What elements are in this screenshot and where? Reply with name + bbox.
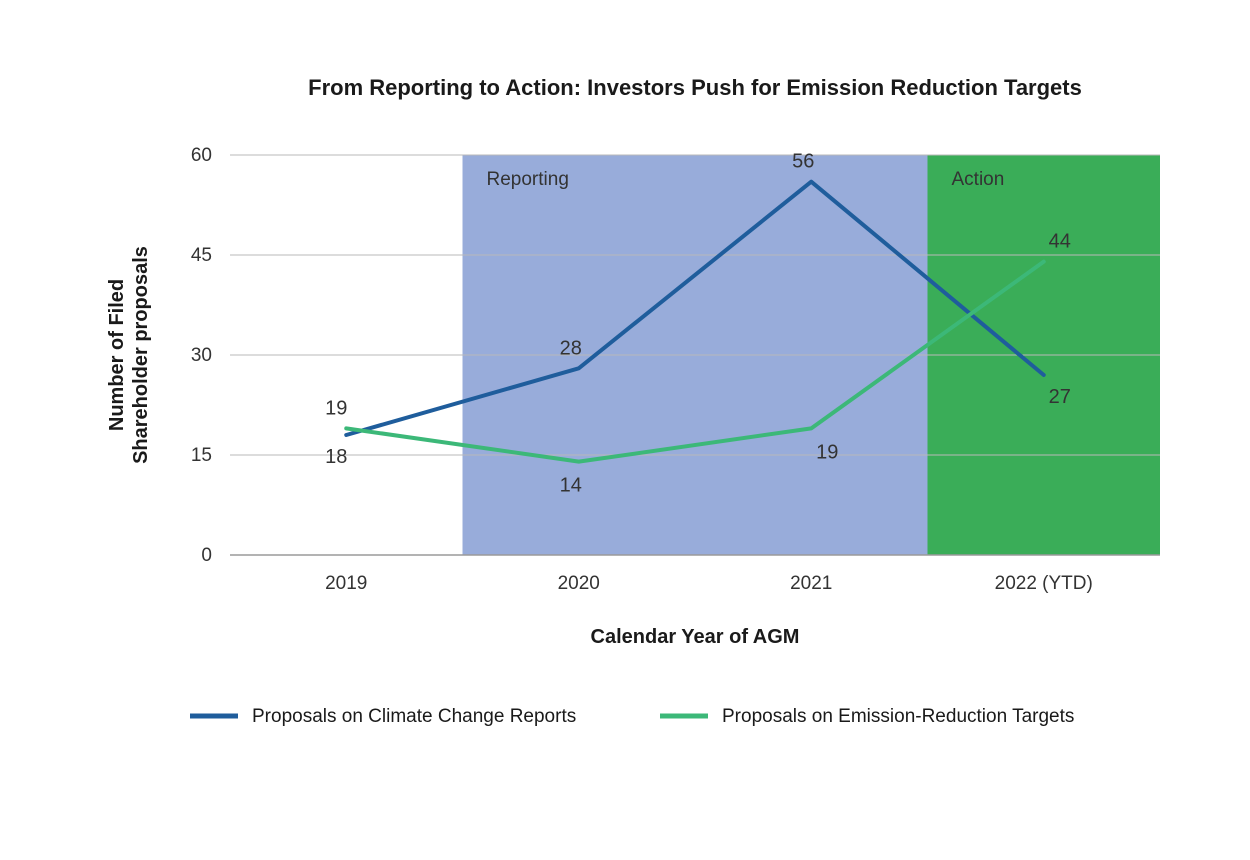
x-tick-label: 2020 xyxy=(558,573,600,594)
y-tick-label: 15 xyxy=(191,445,212,466)
data-label: 27 xyxy=(1049,386,1071,408)
data-label: 18 xyxy=(325,446,347,468)
data-label: 28 xyxy=(560,337,582,359)
x-axis-label: Calendar Year of AGM xyxy=(591,626,800,648)
legend-label-emission-targets: Proposals on Emission-Reduction Targets xyxy=(722,706,1074,727)
y-tick-label: 30 xyxy=(191,345,212,366)
chart-title: From Reporting to Action: Investors Push… xyxy=(308,75,1082,100)
x-tick-label: 2021 xyxy=(790,573,832,594)
region-label-action: Action xyxy=(952,169,1005,190)
region-label-reporting: Reporting xyxy=(487,169,569,190)
legend-label-climate-reports: Proposals on Climate Change Reports xyxy=(252,706,576,727)
legend-swatch xyxy=(190,714,238,719)
data-label: 19 xyxy=(816,441,838,463)
x-tick-label: 2019 xyxy=(325,573,367,594)
data-label: 56 xyxy=(792,151,814,173)
y-tick-label: 0 xyxy=(201,545,212,566)
svg-text:Number of Filed: Number of Filed xyxy=(106,279,128,431)
data-label: 44 xyxy=(1049,231,1071,253)
y-tick-label: 60 xyxy=(191,145,212,166)
svg-text:Shareholder proposals: Shareholder proposals xyxy=(130,246,152,464)
data-label: 19 xyxy=(325,397,347,419)
x-tick-label: 2022 (YTD) xyxy=(995,573,1093,594)
line-chart: From Reporting to Action: Investors Push… xyxy=(0,0,1250,860)
data-label: 14 xyxy=(560,475,582,497)
y-tick-label: 45 xyxy=(191,245,212,266)
legend-swatch xyxy=(660,714,708,719)
